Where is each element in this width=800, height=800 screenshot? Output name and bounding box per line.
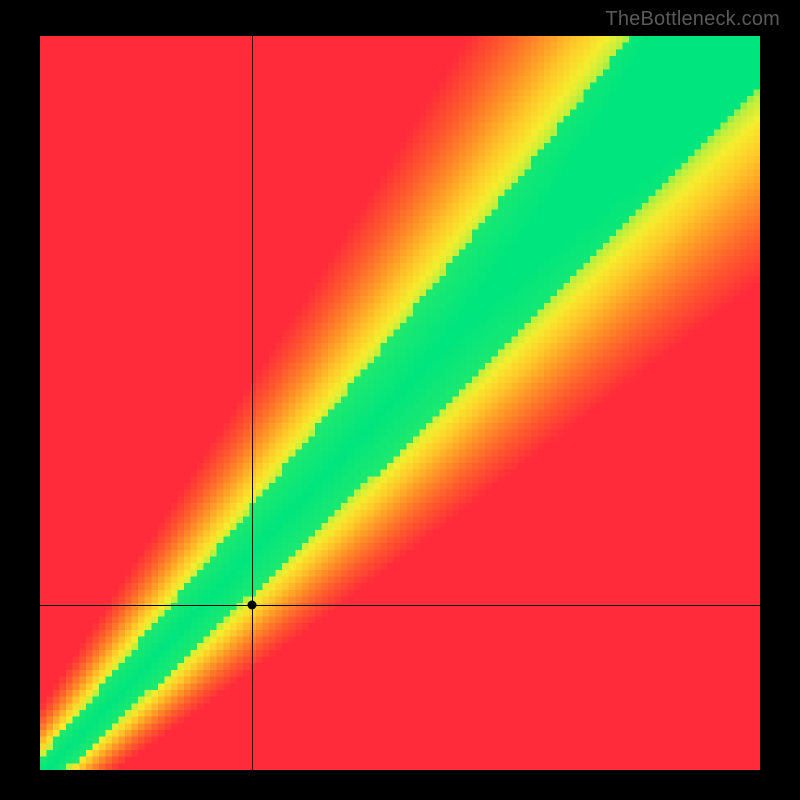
heatmap-canvas [40, 36, 760, 770]
marker-point [248, 600, 257, 609]
chart-container: TheBottleneck.com [0, 0, 800, 800]
crosshair-horizontal [40, 605, 760, 606]
crosshair-vertical [252, 36, 253, 770]
watermark-text: TheBottleneck.com [605, 8, 780, 31]
